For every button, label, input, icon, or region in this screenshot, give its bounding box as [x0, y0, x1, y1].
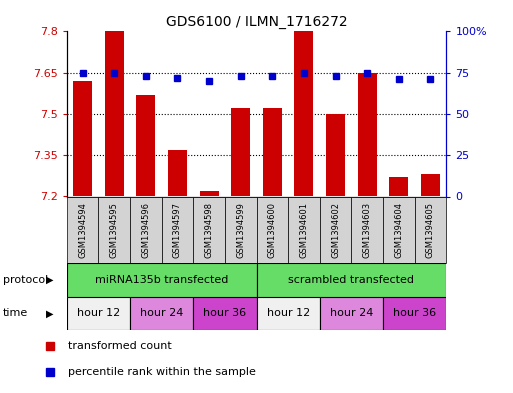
Text: time: time: [3, 309, 28, 318]
Text: GSM1394603: GSM1394603: [363, 202, 372, 258]
Text: GSM1394597: GSM1394597: [173, 202, 182, 258]
Text: hour 24: hour 24: [140, 309, 183, 318]
Text: GSM1394596: GSM1394596: [141, 202, 150, 258]
Bar: [98, 196, 130, 263]
Bar: [67, 263, 256, 297]
Text: GSM1394599: GSM1394599: [236, 202, 245, 258]
Bar: [415, 196, 446, 263]
Text: miRNA135b transfected: miRNA135b transfected: [95, 275, 228, 285]
Bar: [193, 297, 256, 330]
Bar: [351, 196, 383, 263]
Text: hour 36: hour 36: [393, 309, 436, 318]
Text: GSM1394600: GSM1394600: [268, 202, 277, 258]
Text: transformed count: transformed count: [68, 341, 172, 351]
Bar: [105, 31, 124, 196]
Text: GSM1394594: GSM1394594: [78, 202, 87, 258]
Text: GSM1394604: GSM1394604: [394, 202, 403, 258]
Bar: [294, 31, 313, 196]
Text: ▶: ▶: [46, 275, 54, 285]
Text: percentile rank within the sample: percentile rank within the sample: [68, 367, 256, 377]
Text: GSM1394605: GSM1394605: [426, 202, 435, 258]
Bar: [200, 191, 219, 196]
Text: hour 12: hour 12: [77, 309, 120, 318]
Bar: [421, 174, 440, 196]
Bar: [130, 196, 162, 263]
Bar: [383, 196, 415, 263]
Text: GSM1394601: GSM1394601: [300, 202, 308, 258]
Bar: [193, 196, 225, 263]
Bar: [162, 196, 193, 263]
Text: hour 36: hour 36: [203, 309, 246, 318]
Bar: [389, 177, 408, 196]
Text: GSM1394602: GSM1394602: [331, 202, 340, 258]
Bar: [231, 108, 250, 196]
Bar: [320, 196, 351, 263]
Text: scrambled transfected: scrambled transfected: [288, 275, 415, 285]
Text: hour 12: hour 12: [267, 309, 310, 318]
Text: ▶: ▶: [46, 309, 54, 318]
Bar: [256, 196, 288, 263]
Text: hour 24: hour 24: [330, 309, 373, 318]
Bar: [256, 297, 320, 330]
Bar: [67, 297, 130, 330]
Bar: [383, 297, 446, 330]
Bar: [67, 196, 98, 263]
Bar: [263, 108, 282, 196]
Text: GSM1394595: GSM1394595: [110, 202, 119, 258]
Bar: [326, 114, 345, 196]
Bar: [320, 297, 383, 330]
Bar: [73, 81, 92, 196]
Bar: [288, 196, 320, 263]
Bar: [130, 297, 193, 330]
Bar: [168, 150, 187, 196]
Text: GSM1394598: GSM1394598: [205, 202, 213, 258]
Bar: [225, 196, 256, 263]
Text: protocol: protocol: [3, 275, 48, 285]
Title: GDS6100 / ILMN_1716272: GDS6100 / ILMN_1716272: [166, 15, 347, 29]
Bar: [358, 73, 377, 196]
Bar: [136, 95, 155, 196]
Bar: [256, 263, 446, 297]
